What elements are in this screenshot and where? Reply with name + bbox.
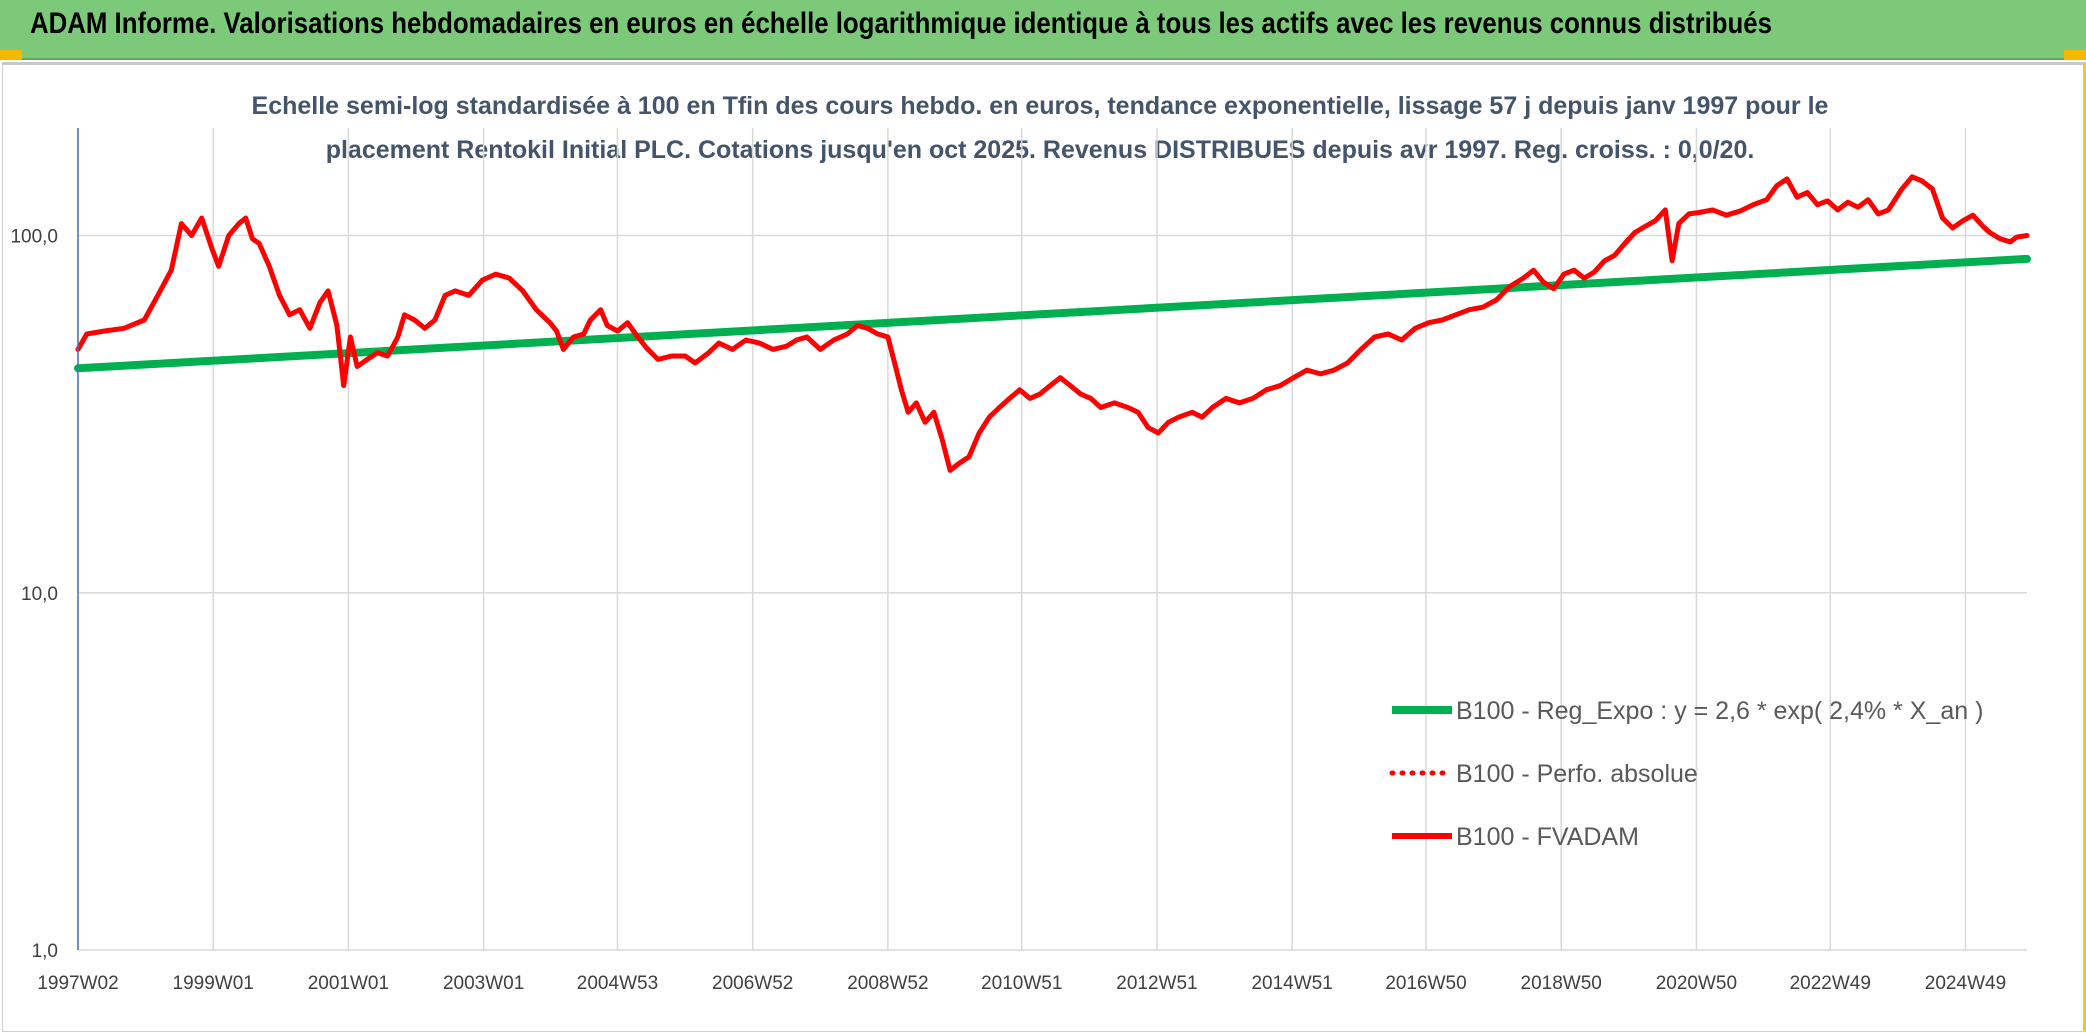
corner-marker-left xyxy=(0,50,22,60)
series-lines xyxy=(74,174,2031,473)
x-tick-label-9: 2014W51 xyxy=(1251,973,1332,994)
x-tick-label-7: 2010W51 xyxy=(981,973,1062,994)
x-tick-label-8: 2012W51 xyxy=(1116,973,1197,994)
gridlines xyxy=(77,128,2027,951)
x-tick-label-11: 2018W50 xyxy=(1521,973,1602,994)
y-tick-label-1: 10,0 xyxy=(21,584,58,605)
header-banner: ADAM Informe. Valorisations hebdomadaire… xyxy=(0,0,2086,60)
chart-title-line-1: Echelle semi-log standardisée à 100 en T… xyxy=(252,92,1829,120)
x-tick-label-13: 2022W49 xyxy=(1790,973,1871,994)
x-tick-label-6: 2008W52 xyxy=(847,973,928,994)
series-line-0 xyxy=(74,254,2031,373)
y-tick-label-2: 100,0 xyxy=(10,227,58,248)
x-tick-label-10: 2016W50 xyxy=(1385,973,1466,994)
x-tick-label-4: 2004W53 xyxy=(577,973,658,994)
series-line-2 xyxy=(75,174,2030,473)
legend-label-2: B100 - FVADAM xyxy=(1456,823,1639,851)
y-tick-label-0: 1,0 xyxy=(32,941,58,962)
corner-marker-right xyxy=(2064,50,2086,60)
x-tick-label-12: 2020W50 xyxy=(1656,973,1737,994)
header-title: ADAM Informe. Valorisations hebdomadaire… xyxy=(30,7,1772,40)
x-axis-ticks: 1997W02 1999W01 2001W01 2003W01 2004W53 2006W… xyxy=(37,973,2006,994)
legend-label-0: B100 - Reg_Expo : y = 2,6 * exp( 2,4% * … xyxy=(1456,697,1983,725)
y-axis-ticks: 1,0 10,0 100,0 xyxy=(10,227,58,962)
x-tick-label-0: 1997W02 xyxy=(37,973,118,994)
chart-frame xyxy=(2,62,2086,1032)
x-tick-label-3: 2003W01 xyxy=(443,973,524,994)
legend-label-1: B100 - Perfo. absolue xyxy=(1456,760,1698,788)
legend: B100 - Reg_Expo : y = 2,6 * exp( 2,4% * … xyxy=(1389,697,1983,851)
x-tick-label-5: 2006W52 xyxy=(712,973,793,994)
x-tick-label-14: 2024W49 xyxy=(1925,973,2006,994)
x-tick-label-1: 1999W01 xyxy=(173,973,254,994)
chart-title-line-2: placement Rentokil Initial PLC. Cotation… xyxy=(326,136,1755,164)
x-tick-label-2: 2001W01 xyxy=(308,973,389,994)
